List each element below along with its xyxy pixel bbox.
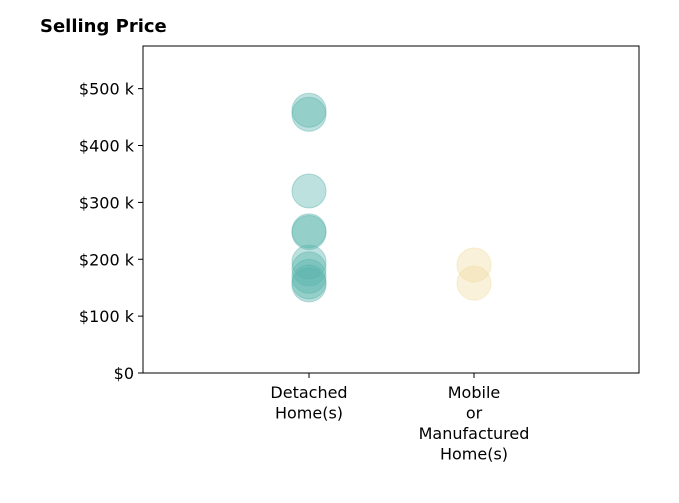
data-point-detached: [291, 213, 327, 249]
data-point-detached: [291, 96, 327, 132]
data-point-detached: [291, 173, 327, 209]
data-point-mobile: [456, 265, 492, 301]
y-tick-label: $500 k: [79, 80, 135, 99]
data-point-detached: [291, 258, 327, 294]
chart-title: Selling Price: [40, 16, 167, 37]
y-tick-label: $300 k: [79, 193, 135, 212]
x-tick-label: Detached: [270, 383, 347, 402]
data-point-detached: [291, 244, 327, 280]
x-tick-label: Home(s): [440, 445, 508, 464]
data-point-detached: [291, 215, 327, 251]
data-point-detached: [291, 264, 327, 300]
y-tick-label: $200 k: [79, 250, 135, 269]
x-tick-label: or: [466, 404, 483, 423]
x-tick-label: Mobile: [448, 383, 500, 402]
data-point-detached: [291, 267, 327, 303]
y-tick-label: $400 k: [79, 137, 135, 156]
x-tick-label: Home(s): [275, 404, 343, 423]
plot-frame: [142, 45, 640, 374]
data-point-detached: [291, 92, 327, 128]
x-tick-label: Manufactured: [419, 424, 530, 443]
y-tick-label: $0: [114, 364, 134, 383]
data-point-detached: [291, 251, 327, 287]
y-tick-label: $100 k: [79, 307, 135, 326]
y-axis: $0 $100 k $200 k $300 k $400 k $500 k: [79, 80, 143, 383]
data-points: [291, 92, 492, 303]
data-point-mobile: [456, 247, 492, 283]
